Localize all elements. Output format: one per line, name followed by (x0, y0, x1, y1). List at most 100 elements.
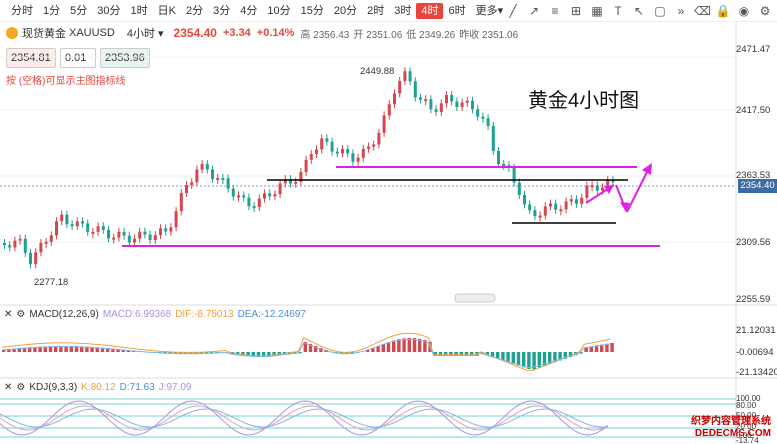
candle-body (424, 99, 428, 102)
candle-body (205, 163, 209, 170)
macd-dea-line (1, 338, 611, 368)
candle-body (512, 167, 516, 183)
macd-bar (90, 346, 94, 352)
timeframe-6[interactable]: 2分 (185, 4, 204, 17)
candle-body (96, 226, 100, 232)
price-tick: 2363.53 (736, 170, 771, 181)
k-value: K:80.12 (81, 382, 116, 393)
dea-value: DEA:-12.24697 (237, 309, 306, 320)
candle-body (382, 115, 386, 133)
candle-body (549, 203, 552, 207)
macd-bar (256, 352, 261, 357)
candle-body (133, 238, 136, 243)
timeframe-0[interactable]: 分时 (11, 4, 33, 17)
settings-icon[interactable]: ⚙ (759, 4, 771, 18)
settings-icon[interactable]: ⚙ (16, 382, 26, 393)
macd-bar (402, 338, 406, 352)
candle-body (434, 109, 438, 112)
timeframe-5[interactable]: 日K (157, 4, 176, 17)
close-icon[interactable]: ✕ (4, 309, 13, 320)
arrow-tool-icon[interactable]: ↖ (633, 4, 645, 18)
timeframe-15[interactable]: 6时 (448, 4, 466, 17)
candle-body (523, 194, 526, 205)
macd-bar (542, 352, 547, 366)
candle-body (372, 144, 376, 147)
text-tool-icon[interactable]: T (614, 4, 622, 18)
macd-bar (64, 346, 68, 352)
candle-body (299, 172, 303, 182)
line-tool-icon[interactable]: ╱ (509, 4, 517, 18)
timeframe-3[interactable]: 30分 (97, 4, 121, 17)
timeframe-10[interactable]: 15分 (300, 4, 324, 17)
macd-bar (54, 346, 58, 352)
timeframe-9[interactable]: 10分 (267, 4, 291, 17)
macd-bar (548, 352, 552, 364)
macd-bar (241, 352, 245, 356)
timeframe-7[interactable]: 3分 (213, 4, 231, 17)
hline-tool-icon[interactable]: ⊞ (570, 4, 582, 18)
timeframe-12[interactable]: 2时 (367, 4, 385, 17)
candle-body (39, 243, 43, 253)
macd-bar (376, 346, 380, 352)
timeframe-11[interactable]: 20分 (333, 4, 358, 17)
macd-bar (610, 342, 614, 352)
macd-bar (288, 352, 292, 355)
timeframe-14[interactable]: 4时 (416, 2, 444, 19)
candle-body (543, 206, 547, 216)
candle-body (273, 194, 277, 197)
symbol-code: XAUUSD (69, 27, 115, 39)
timeframe-2[interactable]: 5分 (70, 4, 88, 17)
timeframe-16[interactable]: 更多▾ (475, 4, 504, 17)
macd-bar (194, 352, 198, 354)
eraser-icon[interactable]: ⌫ (694, 4, 711, 18)
macd-bar (558, 352, 562, 361)
rect-tool-icon[interactable]: ▢ (654, 4, 666, 18)
last-price: 2354.40 (173, 26, 217, 40)
ask-box[interactable]: 2353.96 (100, 48, 150, 68)
more-tools-icon[interactable]: » (677, 4, 685, 18)
macd-bar (272, 352, 276, 357)
kdj-tick: -13.74 (736, 436, 759, 444)
candle-body (185, 185, 188, 194)
arrow-up-2 (626, 165, 651, 213)
candle-body (611, 180, 615, 183)
candle-body (559, 209, 563, 212)
timeframe-1[interactable]: 1分 (43, 4, 61, 17)
candle-body (595, 185, 599, 191)
candle-body (122, 231, 126, 236)
order-row: 2354.81 0.01 2353.96 (6, 48, 150, 68)
channel-tool-icon[interactable]: ≡ (551, 4, 559, 18)
watermark-line2: DEDECMS.COM (694, 428, 771, 439)
macd-bar (178, 352, 183, 354)
macd-bar (334, 352, 339, 353)
timeframe-8[interactable]: 4分 (240, 4, 258, 17)
lock-icon[interactable]: 🔒 (715, 4, 731, 18)
candle-body (60, 214, 64, 222)
symbol-name[interactable]: 现货黄金 (22, 28, 66, 40)
macd-bar (262, 352, 266, 357)
bid-box[interactable]: 2354.81 (6, 48, 56, 68)
macd-bar (2, 349, 6, 352)
close-icon[interactable]: ✕ (4, 382, 13, 393)
settings-icon[interactable]: ⚙ (16, 309, 26, 320)
candle-body (257, 198, 261, 208)
step-input[interactable]: 0.01 (60, 48, 96, 68)
timeframe-4[interactable]: 1时 (130, 4, 148, 17)
candle-body (471, 100, 474, 110)
candle-body (330, 141, 334, 152)
period-select[interactable]: 4小时 ▾ (126, 28, 164, 40)
fib-tool-icon[interactable]: ▦ (591, 4, 603, 18)
candle-body (65, 214, 69, 225)
eye-icon[interactable]: ◉ (738, 4, 750, 18)
candle-body (387, 104, 391, 116)
timeframe-13[interactable]: 3时 (394, 4, 412, 17)
macd-bar (163, 352, 167, 354)
kdj-j-line (0, 400, 609, 436)
candle-body (491, 125, 495, 151)
ray-tool-icon[interactable]: ↗ (528, 4, 540, 18)
candle-body (533, 210, 537, 217)
candle-body (112, 237, 116, 240)
macd-bar (459, 352, 463, 356)
candle-body (195, 169, 199, 183)
candle-body (107, 229, 110, 239)
